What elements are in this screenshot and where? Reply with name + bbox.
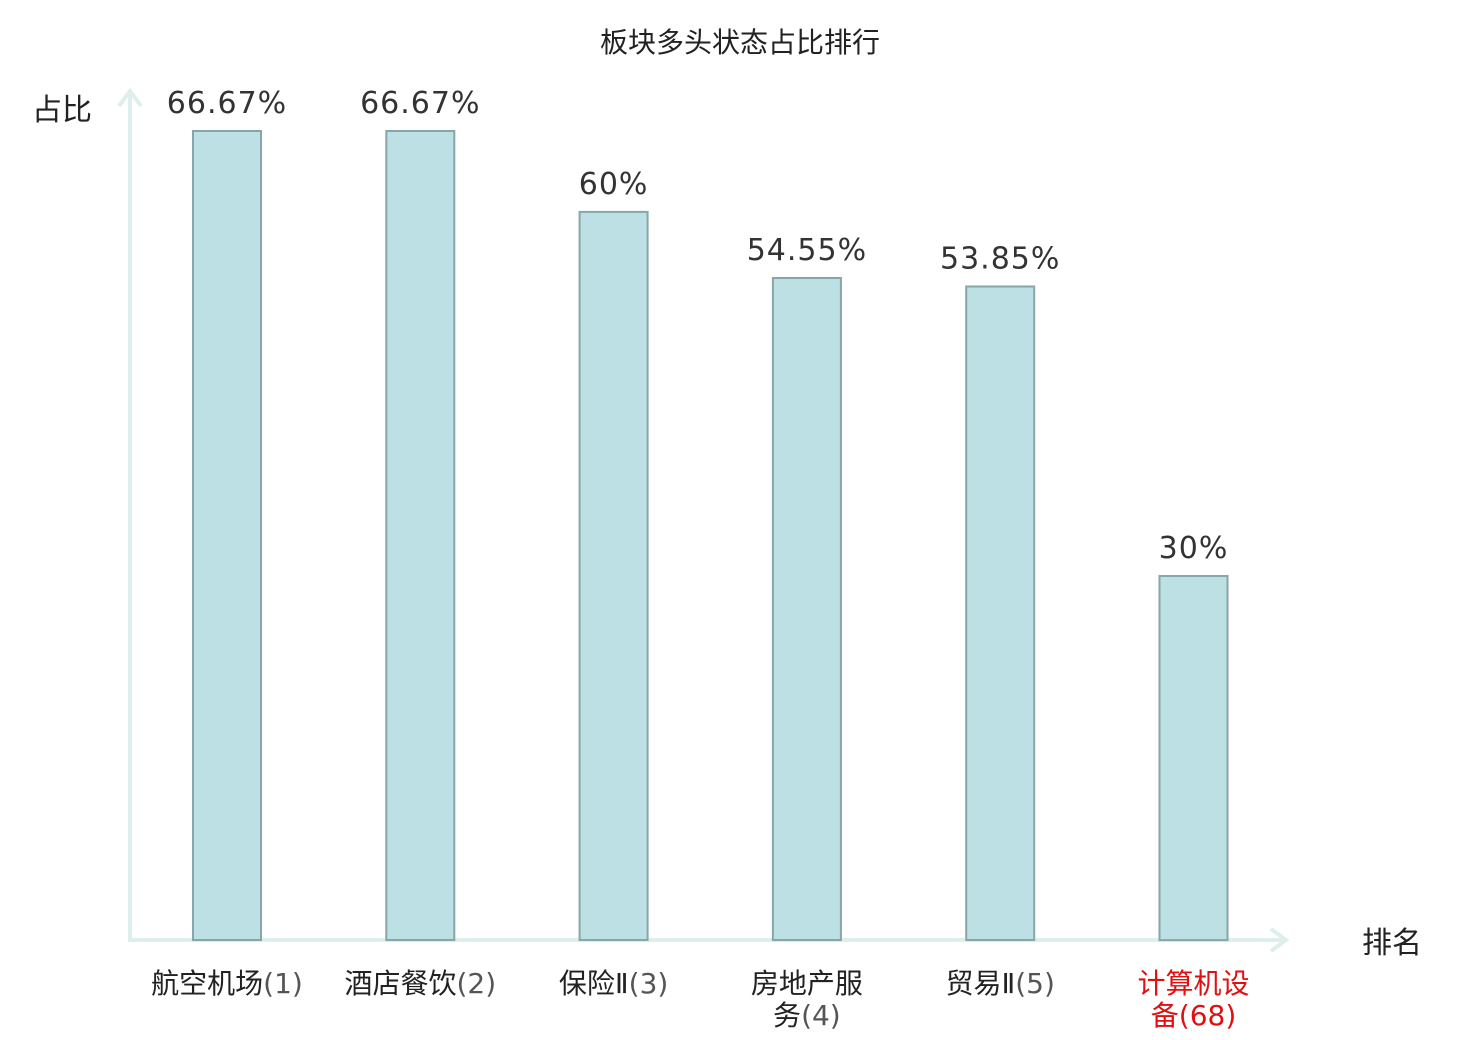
bar-value-label: 54.55%	[747, 233, 867, 268]
bar-value-label: 66.67%	[360, 86, 480, 121]
bar-value-label: 66.67%	[167, 86, 287, 121]
x-tick-label: 酒店餐饮(2)	[344, 967, 496, 1000]
x-tick-label: 计算机设	[1137, 967, 1249, 1000]
bar-value-label: 53.85%	[940, 242, 1060, 277]
x-tick-label: 备(68)	[1151, 999, 1237, 1032]
y-axis-label: 占比	[32, 93, 92, 128]
bar	[965, 285, 1036, 941]
bar-value-label: 60%	[579, 167, 649, 202]
y-axis-arrow-icon	[117, 87, 143, 108]
value-labels-group: 66.67% 66.67% 60% 54.55% 53.85% 30%	[167, 86, 1229, 566]
bar	[771, 277, 842, 941]
bars-group	[192, 130, 1229, 942]
x-tick-label: 房地产服	[751, 967, 863, 1000]
x-axis-label: 排名	[1362, 926, 1422, 961]
bar	[1158, 575, 1229, 942]
x-tick-label: 保险Ⅱ(3)	[559, 967, 668, 1000]
x-tick-label: 务(4)	[773, 999, 841, 1032]
bar	[578, 210, 649, 941]
bar	[385, 130, 456, 941]
chart-title: 板块多头状态占比排行	[600, 26, 880, 59]
x-tick-label: 航空机场(1)	[151, 967, 303, 1000]
bar	[192, 130, 262, 941]
x-axis-arrow-icon	[1269, 927, 1290, 953]
bar-value-label: 30%	[1159, 531, 1229, 566]
x-tick-label: 贸易Ⅱ(5)	[945, 967, 1054, 1000]
